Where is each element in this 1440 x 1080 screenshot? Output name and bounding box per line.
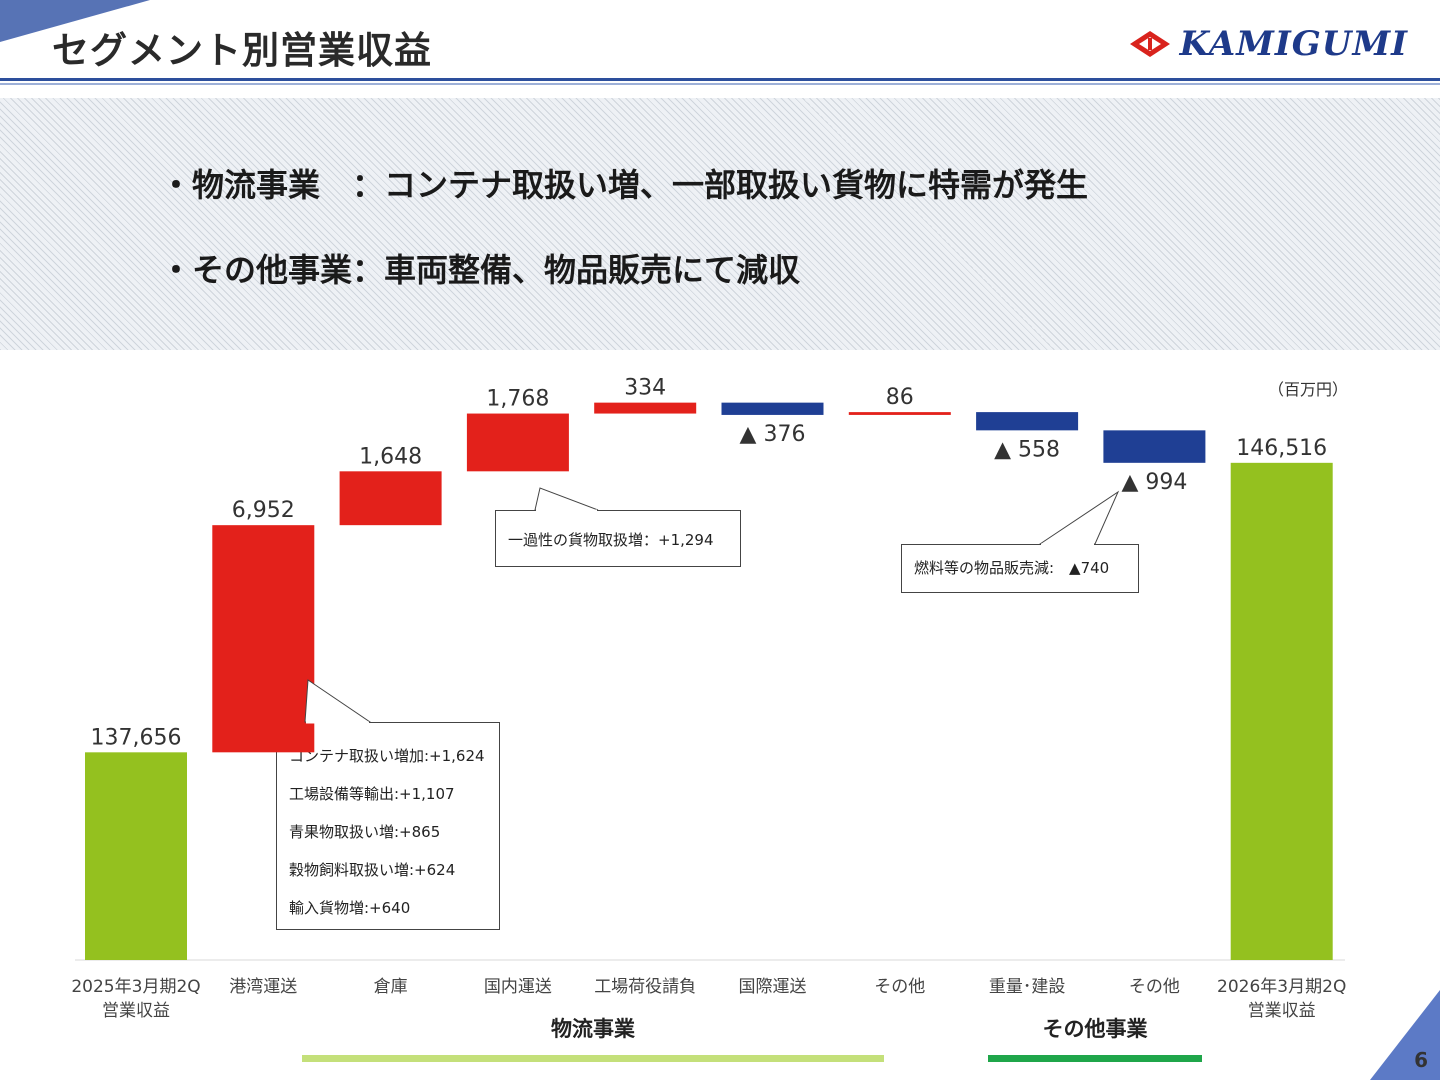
value-label-2: 1,648	[359, 444, 422, 469]
category-label-8: その他	[1129, 977, 1180, 997]
group-bar-0	[302, 1055, 884, 1062]
category-label-0-1: 営業収益	[102, 1001, 170, 1021]
bar-0	[85, 752, 187, 960]
bullet-logistics: ・物流事業 ：コンテナ取扱い増、一部取扱い貨物に特需が発生	[160, 166, 1089, 204]
callout-0-line-2: 青果物取扱い増:+865	[289, 823, 441, 841]
callout-pointer-2	[1038, 490, 1120, 545]
group-bar-1	[988, 1055, 1202, 1062]
bar-4	[594, 402, 697, 414]
value-label-1: 6,952	[232, 498, 295, 523]
group-label-1: その他事業	[1043, 1017, 1149, 1041]
value-label-4: 334	[624, 376, 666, 401]
header-rule	[0, 78, 1440, 81]
bar-7	[976, 412, 1079, 431]
callout-2: 燃料等の物品販売減: ▲740	[901, 544, 1139, 593]
bar-1	[212, 525, 315, 753]
category-label-0-0: 2025年3月期2Q	[71, 977, 200, 997]
bar-6	[848, 412, 951, 415]
bar-5	[721, 402, 824, 415]
callout-0-line-3: 穀物飼料取扱い増:+624	[289, 861, 456, 879]
logo-text: KAMIGUMI	[1179, 24, 1408, 64]
category-label-7: 重量･建設	[989, 977, 1066, 997]
callout-pointer-1	[534, 487, 599, 511]
summary-banner	[0, 98, 1440, 350]
value-label-8: ▲ 994	[1121, 470, 1187, 495]
category-label-2: 倉庫	[374, 977, 408, 997]
group-label-0: 物流事業	[551, 1017, 636, 1041]
page-title: セグメント別営業収益	[52, 29, 432, 72]
bar-8	[1103, 430, 1206, 463]
corner-decoration-bottom	[1370, 990, 1440, 1080]
callout-pointer-0	[304, 679, 372, 723]
bullet-other: ・その他事業：車両整備、物品販売にて減収	[160, 251, 801, 289]
value-label-0: 137,656	[91, 725, 182, 750]
callout-2-line-0: 燃料等の物品販売減: ▲740	[914, 559, 1110, 577]
callout-0-line-1: 工場設備等輸出:+1,107	[289, 785, 455, 803]
unit-label: （百万円）	[1268, 380, 1349, 399]
category-label-4: 工場荷役請負	[594, 977, 696, 997]
corner-decoration	[0, 0, 150, 42]
callout-0: コンテナ取扱い増加:+1,624 工場設備等輸出:+1,107 青果物取扱い増:+8…	[276, 722, 500, 930]
bar-9	[1230, 462, 1333, 960]
bar-3	[466, 413, 569, 472]
header-rule-secondary	[0, 83, 1440, 85]
value-label-3: 1,768	[486, 387, 549, 412]
callout-1: 一過性の貨物取扱増：+1,294	[495, 510, 741, 567]
callout-1-line-0: 一過性の貨物取扱増：+1,294	[508, 531, 714, 549]
category-label-3: 国内運送	[484, 977, 552, 997]
category-label-6: その他	[874, 977, 925, 997]
value-label-9: 146,516	[1236, 436, 1327, 461]
company-logo: KAMIGUMI	[1128, 24, 1408, 64]
value-label-7: ▲ 558	[994, 437, 1060, 462]
logo-mark-icon	[1129, 31, 1170, 57]
callout-0-line-4: 輸入貨物増:+640	[289, 899, 411, 917]
category-label-9-0: 2026年3月期2Q	[1217, 977, 1346, 997]
bar-2	[339, 471, 442, 526]
category-label-5: 国際運送	[739, 977, 807, 997]
category-label-1: 港湾運送	[229, 977, 297, 997]
value-label-5: ▲ 376	[740, 422, 806, 447]
category-label-9-1: 営業収益	[1248, 1001, 1316, 1021]
page-number: 6	[1414, 1048, 1428, 1072]
callout-0-line-0: コンテナ取扱い増加:+1,624	[289, 747, 485, 765]
value-label-6: 86	[886, 385, 914, 410]
